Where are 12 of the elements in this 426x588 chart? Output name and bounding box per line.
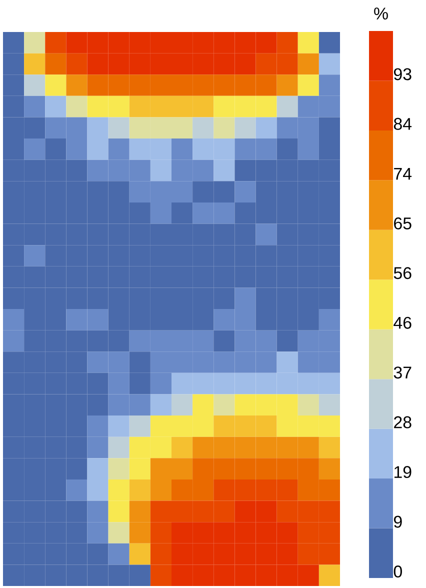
- color-bar-label: 37: [394, 366, 412, 379]
- color-bar-label: 9: [394, 516, 402, 528]
- color-bar-label: 46: [394, 316, 412, 329]
- color-bar-label: 28: [394, 416, 412, 428]
- color-bar-title: %: [374, 8, 388, 20]
- color-bar-label: 56: [394, 267, 412, 280]
- color-bar-label: 65: [394, 217, 412, 230]
- color-bar-label: 93: [394, 68, 412, 80]
- color-bar-label: 74: [394, 168, 412, 180]
- color-bar-label: 0: [394, 565, 402, 578]
- color-bar-label: 84: [394, 118, 412, 130]
- color-bar-label: 19: [394, 466, 412, 478]
